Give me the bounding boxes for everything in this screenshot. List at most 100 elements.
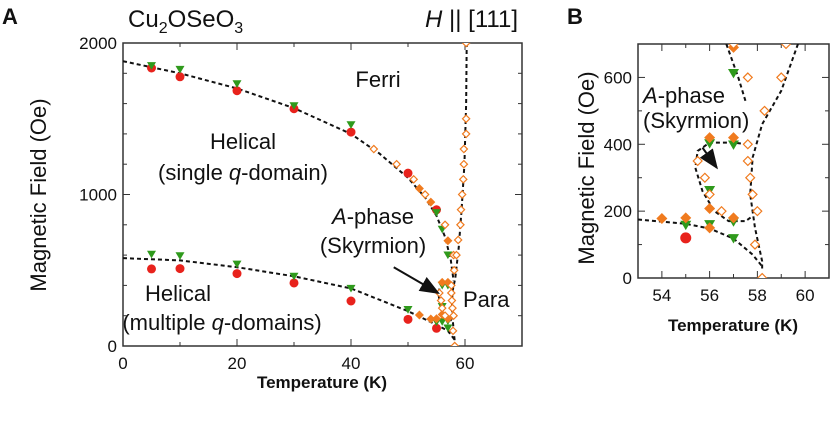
circle-data-point [403, 314, 413, 324]
diamond-filled-data-point [432, 314, 441, 324]
triangle-down-data-point [147, 62, 156, 70]
diamond-open-data-point [756, 272, 768, 278]
x-tick-label: 40 [342, 354, 361, 373]
phase-boundary-line [638, 218, 763, 267]
helical-single-label-2: (single q-domain) [158, 160, 328, 185]
para-label: Para [463, 287, 510, 312]
diamond-open-data-point [459, 144, 469, 154]
panel-a-region-labels: Ferri Helical (single q-domain) A-phase … [122, 67, 510, 335]
triangle-down-data-point [147, 250, 156, 259]
diamond-open-data-point [744, 172, 756, 183]
triangle-down-data-point [403, 306, 413, 314]
y-tick-label: 600 [604, 68, 632, 87]
phase-boundary-line [123, 257, 456, 341]
diamond-open-data-point [449, 265, 459, 275]
diamond-filled-data-point [437, 277, 447, 287]
panel-b-xlabel: Temperature (K) [668, 316, 798, 335]
b-aphase-label-1: A-phase [641, 83, 725, 108]
panel-a-xlabel: Temperature (K) [257, 373, 387, 392]
circle-data-point [346, 127, 356, 137]
diamond-open-data-point [780, 44, 792, 50]
diamond-open-data-point [742, 155, 754, 167]
diamond-open-data-point [699, 172, 711, 183]
diamond-open-data-point [461, 114, 471, 124]
panel-a-label: A [2, 4, 18, 29]
diamond-open-data-point [692, 155, 703, 167]
diamond-filled-data-point [656, 212, 668, 224]
triangle-down-data-point [346, 121, 356, 129]
phase-boundary-line [725, 44, 747, 102]
helical-single-label-1: Helical [210, 129, 276, 154]
circle-data-point [680, 232, 692, 244]
diamond-open-data-point [446, 288, 456, 298]
x-tick-label: 58 [748, 286, 767, 305]
diamond-open-data-point [742, 139, 754, 150]
y-tick-label: 0 [108, 337, 117, 356]
y-tick-label: 2000 [79, 34, 117, 53]
diamond-open-data-point [409, 174, 419, 184]
circle-data-point [403, 168, 413, 178]
diamond-open-data-point [448, 303, 457, 313]
helical-multi-label-2: (multiple q-domains) [122, 310, 321, 335]
y-tick-label: 400 [604, 135, 632, 154]
diamond-open-data-point [459, 159, 469, 169]
x-tick-label: 20 [228, 354, 247, 373]
triangle-down-data-point [289, 102, 299, 110]
diamond-open-data-point [776, 72, 787, 83]
triangle-down-data-point [175, 252, 185, 260]
circle-data-point [232, 86, 242, 96]
ferri-label: Ferri [355, 67, 400, 92]
phase-boundary-line [694, 141, 754, 223]
diamond-open-data-point [704, 189, 715, 200]
diamond-open-data-point [437, 303, 447, 313]
triangle-down-data-point [346, 284, 356, 293]
diamond-open-data-point [455, 220, 465, 230]
diamond-open-data-point [436, 296, 446, 305]
diamond-open-data-point [447, 296, 457, 305]
diamond-open-data-point [458, 174, 468, 184]
diamond-open-data-point [759, 105, 770, 117]
circle-data-point [147, 264, 156, 274]
panel-a-ylabel: Magnetic Field (Oe) [26, 98, 51, 291]
diamond-filled-data-point [728, 212, 739, 224]
diamond-filled-data-point [704, 132, 716, 144]
circle-data-point [175, 264, 185, 274]
diamond-filled-data-point [728, 132, 739, 144]
triangle-down-data-point [704, 139, 716, 149]
helical-multi-label-1: Helical [145, 281, 211, 306]
phase-boundary-line [749, 44, 799, 272]
diamond-open-data-point [742, 72, 754, 83]
plot-area [638, 44, 799, 278]
triangle-down-data-point [728, 140, 739, 150]
diamond-filled-data-point [414, 310, 424, 320]
aphase-label-1: A-phase [330, 204, 414, 229]
circle-data-point [175, 72, 185, 82]
triangle-down-data-point [728, 69, 739, 79]
diamond-open-data-point [452, 250, 461, 260]
circle-data-point [432, 323, 441, 333]
diamond-filled-data-point [680, 212, 692, 224]
b-aphase-label-2: (Skyrmion) [643, 108, 749, 133]
arrow-icon [393, 266, 440, 294]
y-tick-label: 200 [604, 202, 632, 221]
diamond-filled-data-point [426, 314, 436, 324]
circle-data-point [346, 296, 356, 306]
triangle-down-data-point [289, 272, 299, 281]
triangle-down-data-point [443, 324, 453, 333]
diamond-open-data-point [461, 43, 471, 48]
diamond-open-data-point [456, 205, 466, 215]
x-tick-label: 60 [456, 354, 475, 373]
diamond-open-data-point [440, 311, 450, 321]
triangle-down-data-point [232, 260, 242, 269]
circle-data-point [232, 269, 242, 279]
diamond-open-data-point [461, 129, 471, 139]
diamond-open-data-point [369, 144, 379, 154]
triangle-down-data-point [432, 209, 441, 217]
y-tick-label: 1000 [79, 186, 117, 205]
panel-a-title: Cu2OSeO3 [128, 6, 243, 37]
circle-data-point [289, 278, 299, 288]
panel-a-plot: 0 20 40 60 0 1000 2000 [79, 34, 523, 373]
diamond-open-data-point [728, 44, 739, 50]
